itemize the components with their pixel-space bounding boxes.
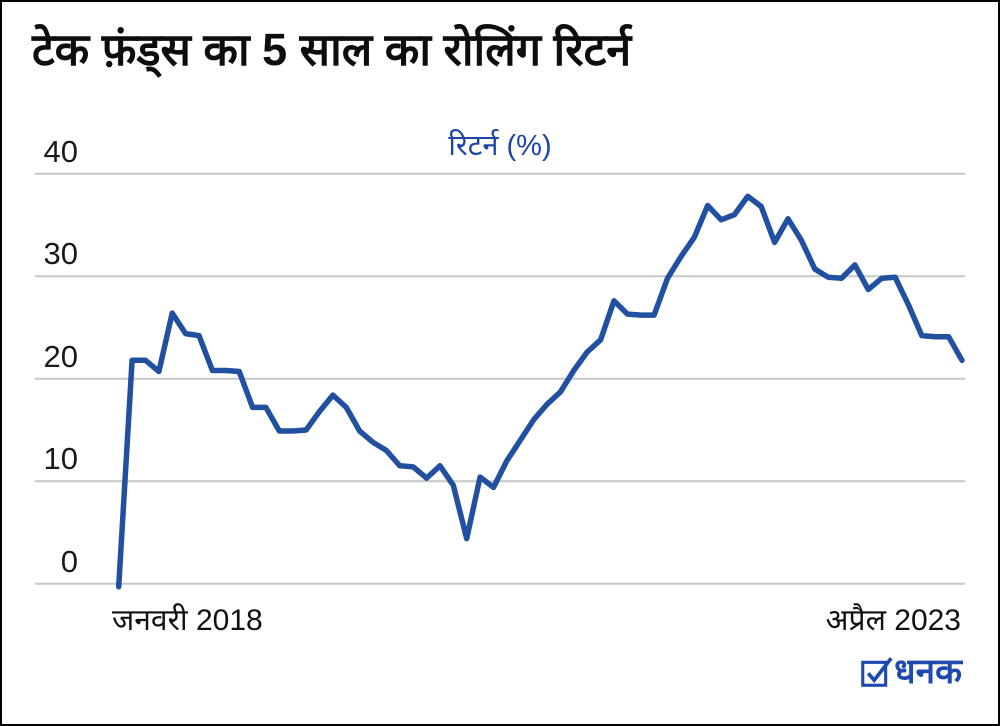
x-axis-label-end: अप्रैल 2023 [825, 604, 961, 637]
y-axis-tick-label: 30 [43, 236, 78, 272]
data-series-line [115, 193, 965, 590]
checkbox-check-icon [861, 657, 893, 687]
y-axis-tick-label: 0 [60, 543, 78, 579]
y-axis-tick-label: 40 [43, 133, 78, 169]
y-axis-tick-label: 10 [43, 441, 78, 477]
brand-logo: धनक [860, 654, 962, 689]
y-axis-tick-label: 20 [43, 338, 78, 374]
y-axis-title: रिटर्न (%) [448, 130, 552, 162]
brand-name: धनक [894, 652, 962, 691]
chart-title: टेक फ़ंड्स का 5 साल का रोलिंग रिटर्न [32, 24, 632, 75]
x-axis-label-start: जनवरी 2018 [112, 604, 263, 637]
